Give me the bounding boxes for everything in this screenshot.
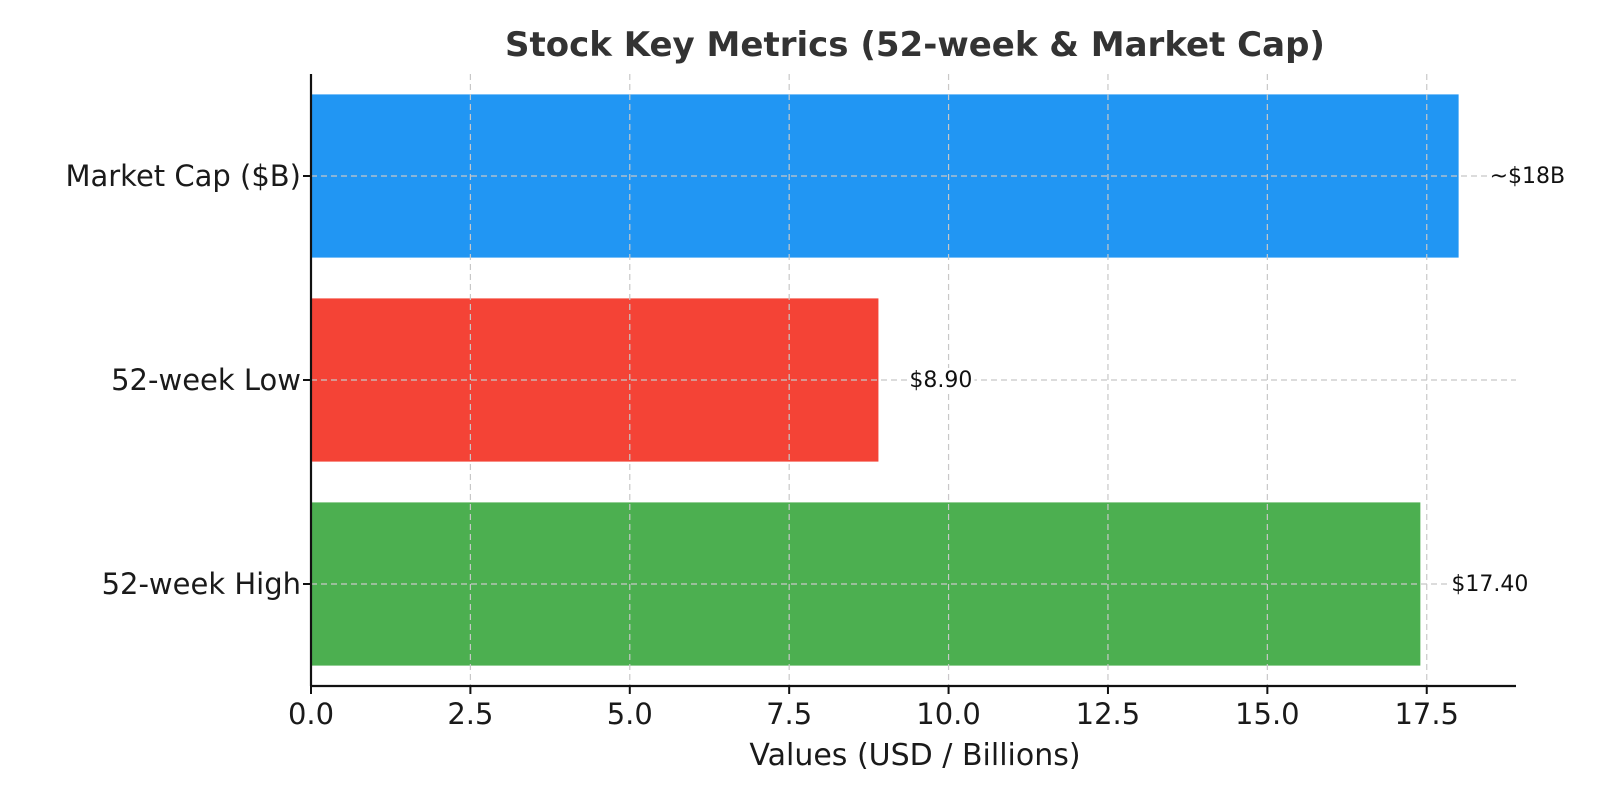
x-tick-label-1: 0.0 <box>288 697 334 731</box>
x-tick-label-4: 7.5 <box>766 697 812 731</box>
x-tick-label-3: 5.0 <box>607 697 653 731</box>
category-label-3: Market Cap ($B) <box>65 159 301 193</box>
x-axis-label: Values (USD / Billions) <box>749 738 1080 773</box>
data-label-bg-3 <box>1487 164 1568 189</box>
x-tick-label-7: 15.0 <box>1235 697 1300 731</box>
data-label-3: ~$18B <box>1490 164 1566 189</box>
data-label-2: $8.90 <box>909 368 972 393</box>
category-label-2: 52-week Low <box>111 363 301 397</box>
data-labels-layer: $17.40 $8.90 ~$18B <box>907 164 1568 597</box>
category-label-1: 52-week High <box>102 567 301 601</box>
x-tick-label-5: 10.0 <box>916 697 981 731</box>
data-label-bg-2 <box>907 368 975 393</box>
data-label-1: $17.40 <box>1451 572 1528 597</box>
x-tick-label-2: 2.5 <box>447 697 493 731</box>
chart-title: Stock Key Metrics (52-week & Market Cap) <box>505 25 1325 65</box>
x-tick-label-6: 12.5 <box>1076 697 1141 731</box>
y-ticks-layer: 52-week High 52-week Low Market Cap ($B) <box>65 159 311 601</box>
x-tick-label-8: 17.5 <box>1394 697 1459 731</box>
data-label-bg-1 <box>1449 572 1531 597</box>
x-ticks-layer: 0.0 2.5 5.0 7.5 10.0 12.5 15.0 17.5 <box>288 686 1459 731</box>
